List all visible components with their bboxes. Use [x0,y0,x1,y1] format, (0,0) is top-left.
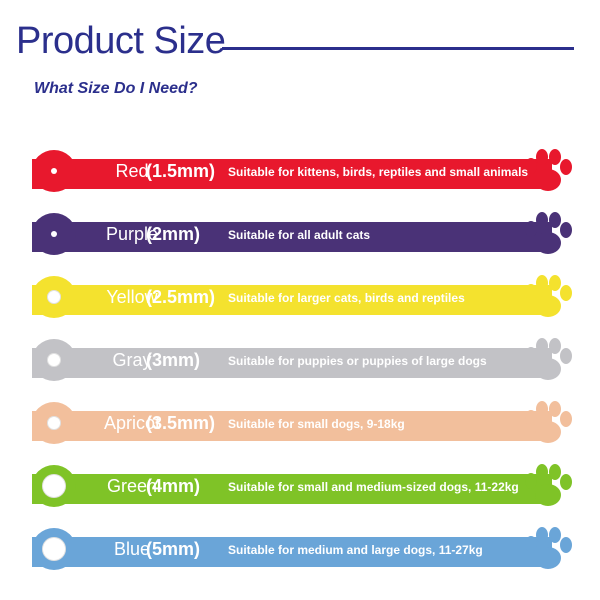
paw-icon [525,527,572,569]
buckle-hole [47,353,61,367]
suitability-text: Suitable for puppies or puppies of large… [228,354,487,368]
size-row-gray: Gray (3mm) Suitable for puppies or puppi… [32,338,572,381]
paw-icon [525,401,572,443]
paw-icon [525,464,572,506]
suitability-text: Suitable for small dogs, 9-18kg [228,417,405,431]
color-name: Apricot [103,413,161,433]
size-row-yellow: Yellow (2.5mm) Suitable for larger cats,… [32,275,572,318]
buckle-ring [32,528,76,570]
buckle-hole [42,537,66,561]
page-title: Product Size [16,20,226,62]
buckle-ring [32,150,76,192]
paw-icon [525,149,572,191]
color-name: Blue [113,539,151,559]
color-name: Green [106,476,158,496]
buckle-ring [32,339,76,381]
color-name: Purple [105,224,159,244]
size-row-apricot: Apricot (3.5mm) Suitable for small dogs,… [32,401,572,444]
thickness: (4mm) [146,476,201,496]
suitability-text: Suitable for all adult cats [228,228,371,242]
paw-icon [525,212,572,254]
page-subtitle: What Size Do I Need? [34,80,198,97]
buckle-hole [51,168,57,174]
thickness: (2mm) [146,224,201,244]
color-name: Gray [112,350,152,370]
collar-band [32,537,552,567]
paw-icon [525,275,572,317]
buckle-hole [47,416,61,430]
collar-band [32,285,552,315]
collar-band [32,348,552,378]
header: Product Size [16,18,576,68]
buckle-ring [32,276,76,318]
buckle-hole [42,474,66,498]
buckle-hole [51,231,57,237]
suitability-text: Suitable for larger cats, birds and rept… [228,291,465,305]
buckle-hole [47,290,61,304]
size-row-blue: Blue (5mm) Suitable for medium and large… [32,527,572,570]
size-row-red: Red (1.5mm) Suitable for kittens, birds,… [32,149,572,192]
thickness: (3.5mm) [146,413,216,433]
collar-band [32,411,552,441]
suitability-text: Suitable for kittens, birds, reptiles an… [228,165,529,179]
title-underline [222,47,574,50]
size-row-purple: Purple (2mm) Suitable for all adult cats [32,212,572,255]
collar-band [32,159,552,189]
paw-icon [525,338,572,380]
thickness: (3mm) [146,350,201,370]
suitability-text: Suitable for medium and large dogs, 11-2… [228,543,483,557]
color-name: Red [115,161,149,181]
collar-band [32,474,552,504]
collar-band [32,222,552,252]
thickness: (2.5mm) [146,287,216,307]
buckle-ring [32,402,76,444]
thickness: (5mm) [146,539,201,559]
buckle-ring [32,465,76,507]
size-row-green: Green (4mm) Suitable for small and mediu… [32,464,572,507]
suitability-text: Suitable for small and medium-sized dogs… [228,480,519,494]
buckle-ring [32,213,76,255]
color-name: Yellow [106,287,158,307]
thickness: (1.5mm) [146,161,216,181]
